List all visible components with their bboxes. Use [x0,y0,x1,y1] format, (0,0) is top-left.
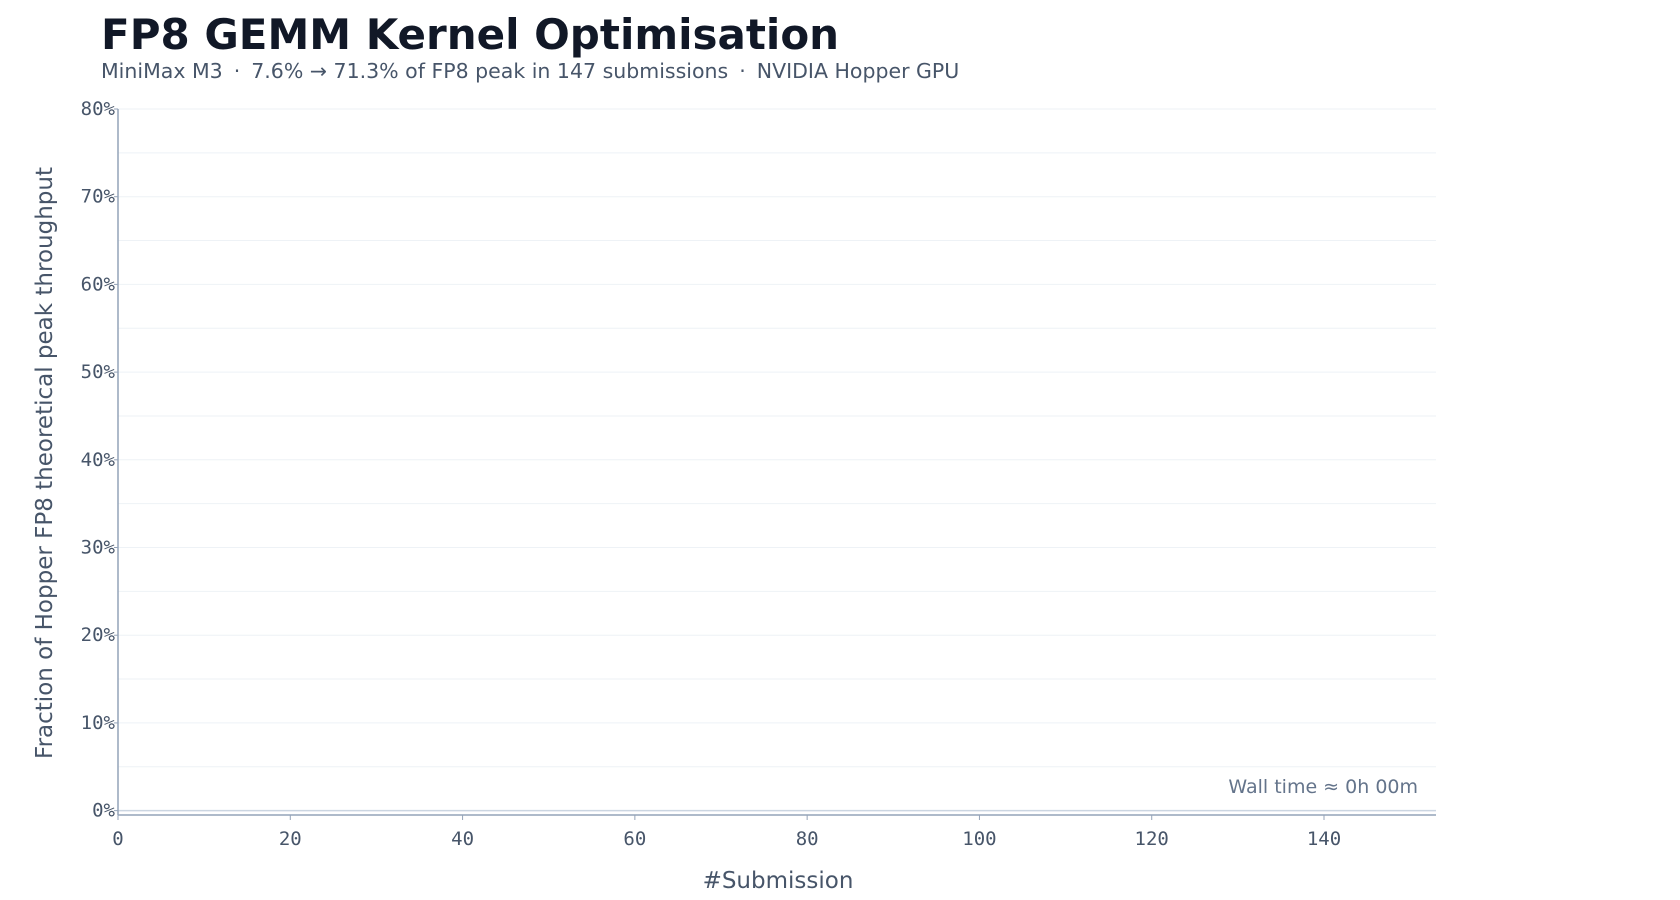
subtitle-hardware: NVIDIA Hopper GPU [756,59,960,83]
subtitle-separator: · [233,59,241,83]
y-axis-ticks: 0% 10% 20% 30% 40% 50% 60% 70% 80% [81,98,118,822]
y-tick-label: 30% [81,537,116,559]
x-tick-label: 100 [962,828,996,850]
x-tick-label: 0 [112,828,123,850]
y-tick-label: 40% [81,449,116,471]
x-axis-ticks: 0 20 40 60 80 100 120 140 [112,815,1341,850]
x-tick-label: 120 [1135,828,1169,850]
subtitle-separator: · [739,59,746,83]
y-tick-label: 60% [81,273,116,295]
x-axis-label: #Submission [703,868,854,894]
x-tick-label: 40 [451,828,474,850]
chart-subtitle: MiniMax M3 · 7.6% → 71.3% of FP8 peak in 1… [101,59,959,84]
x-tick-label: 80 [796,828,819,850]
x-tick-label: 20 [279,828,302,850]
subtitle-progress: 7.6% → 71.3% of FP8 peak in 147 submissi… [251,59,729,83]
y-tick-label: 50% [81,361,116,383]
chart-title: FP8 GEMM Kernel Optimisation [101,10,840,59]
axes [117,109,1436,816]
y-tick-label: 80% [81,98,116,120]
y-tick-label: 10% [81,712,116,734]
wall-time-annotation: Wall time ≈ 0h 00m [1228,776,1418,798]
x-tick-label: 60 [623,828,646,850]
y-tick-label: 0% [92,800,115,822]
y-tick-label: 20% [81,624,116,646]
y-tick-label: 70% [81,186,116,208]
subtitle-model: MiniMax M3 [101,59,223,83]
x-tick-label: 140 [1307,828,1341,850]
y-axis-label: Fraction of Hopper FP8 theoretical peak … [32,167,58,759]
grid-lines [118,108,1436,812]
